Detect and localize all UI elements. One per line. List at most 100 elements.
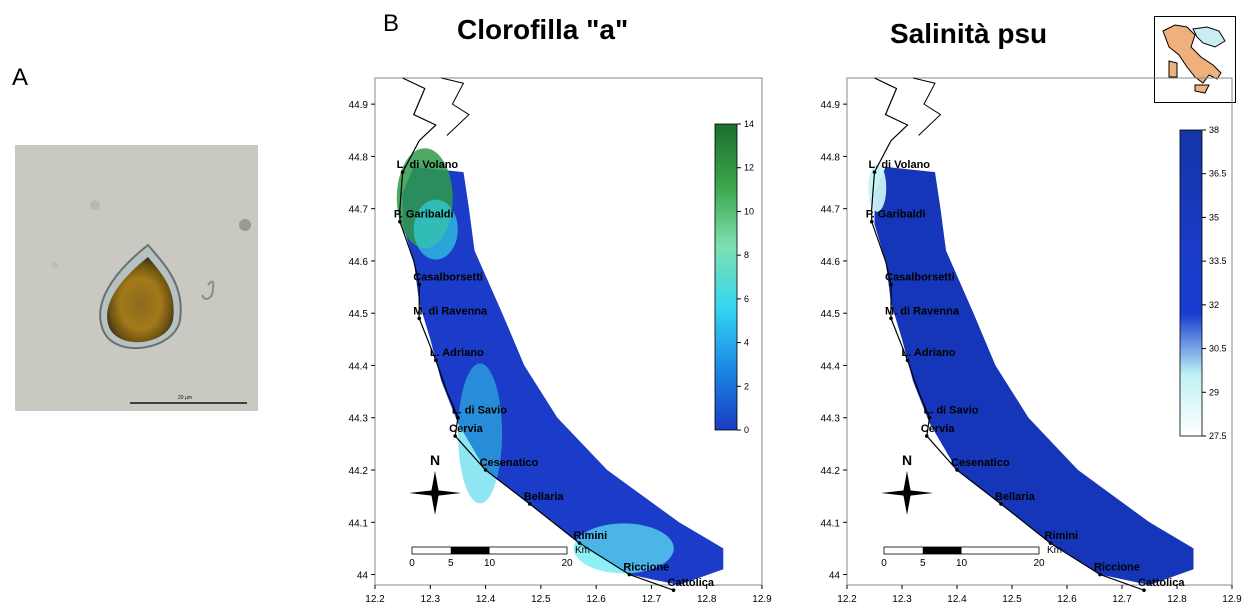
scale-tick-label: 10 [956, 558, 968, 569]
scale-bar-segment [450, 547, 490, 554]
x-tick-label: 12.7 [642, 594, 662, 605]
scale-tick-label: 0 [881, 558, 887, 569]
y-tick-label: 44.2 [349, 466, 369, 477]
place-label: Bellaria [524, 491, 565, 503]
place-label: L. Adriano [430, 347, 484, 359]
colorbar-tick-label: 32 [1209, 300, 1219, 310]
place-marker [927, 415, 932, 420]
x-tick-label: 12.6 [1057, 594, 1077, 605]
y-tick-label: 44 [357, 571, 369, 582]
place-label: Cesenatico [951, 457, 1010, 469]
x-tick-label: 12.5 [531, 594, 551, 605]
y-tick-label: 44.5 [821, 309, 841, 320]
colorbar-tick-label: 12 [744, 163, 754, 173]
place-marker [453, 434, 457, 438]
colorbar-tick-label: 4 [744, 338, 749, 348]
place-label: M. di Ravenna [413, 305, 488, 317]
place-marker [889, 316, 893, 321]
place-marker [398, 219, 402, 224]
chlorophyll-map: 12.2 12.3 12.4 12.5 12.6 12.7 12.8 12.94444.144… [349, 77, 772, 605]
scale-tick-label: 5 [448, 558, 454, 569]
y-tick-label: 44.3 [821, 414, 841, 425]
map-frame [846, 77, 1233, 586]
place-marker [924, 434, 929, 438]
x-tick-label: 12.9 [752, 594, 772, 605]
x-tick-label: 12.2 [837, 594, 857, 605]
dinoflagellate-micrograph: 20 µm [15, 145, 258, 411]
scale-tick-label: 20 [561, 558, 573, 569]
x-tick-label: 12.7 [1112, 594, 1132, 605]
y-tick-label: 44 [829, 571, 841, 582]
scale-unit-label: Km [575, 545, 590, 556]
sea-area [402, 166, 724, 585]
colorbar-tick-label: 0 [744, 425, 749, 435]
x-tick-label: 12.5 [1002, 594, 1022, 605]
y-tick-label: 44.8 [349, 152, 369, 163]
place-label: Rimini [574, 530, 608, 542]
x-tick-label: 12.3 [421, 594, 441, 605]
colorbar-tick-label: 14 [744, 119, 754, 129]
y-tick-label: 44.6 [349, 257, 369, 268]
colorbar-tick-label: 8 [744, 250, 749, 260]
place-label: Cattolica [668, 577, 715, 589]
scale-bar-segment [922, 547, 962, 554]
x-tick-label: 12.6 [586, 594, 606, 605]
place-marker [869, 219, 874, 224]
salinity-map: 12.2 12.3 12.4 12.5 12.6 12.7 12.8 12.9 44 44.1 44… [821, 77, 1242, 605]
place-label: P. Garibaldi [394, 209, 454, 221]
place-label: L. di Savio [452, 405, 507, 417]
y-tick-label: 44.9 [821, 100, 841, 111]
place-label: Cattolica [1138, 577, 1185, 589]
x-tick-label: 12.9 [1222, 594, 1242, 605]
y-tick-label: 44.5 [349, 309, 369, 320]
po-delta-coast [912, 77, 942, 136]
place-label: Cervia [921, 423, 956, 435]
y-tick-label: 44.8 [821, 152, 841, 163]
scale-tick-label: 0 [409, 558, 415, 569]
place-label: M. di Ravenna [885, 305, 960, 317]
colorbar-tick-label: 2 [744, 381, 749, 391]
colorbar-tick-label: 10 [744, 206, 754, 216]
y-tick-label: 44.1 [821, 518, 841, 529]
place-label: Casalborsetti [885, 271, 955, 283]
colorbar-tick-label: 38 [1209, 125, 1219, 135]
place-label: Riccione [1094, 562, 1140, 574]
place-marker [1098, 572, 1102, 577]
place-label: L. Adriano [902, 347, 956, 359]
y-tick-label: 44.2 [821, 466, 841, 477]
scale-tick-label: 5 [920, 558, 926, 569]
place-marker [1048, 541, 1053, 545]
salinity-map-title: Salinità psu [890, 18, 1048, 49]
colorbar-tick-label: 36.5 [1209, 169, 1227, 179]
colorbar-tick-label: 30.5 [1209, 344, 1227, 354]
place-marker [417, 316, 422, 321]
place-marker [872, 170, 877, 174]
scale-unit-label: Km [1047, 545, 1062, 556]
colorbar [714, 123, 738, 431]
place-marker [1142, 588, 1146, 593]
north-label: N [430, 452, 440, 468]
panel-a-letter: A [12, 64, 29, 91]
place-marker [671, 588, 676, 593]
place-label: Bellaria [995, 491, 1036, 503]
x-tick-label: 12.2 [365, 594, 385, 605]
italy-inset-map [1154, 16, 1236, 103]
po-delta-coast [441, 77, 470, 136]
micro-scale-label: 20 µm [178, 395, 192, 401]
place-marker [627, 572, 632, 577]
place-label: L. di Savio [924, 405, 979, 417]
y-tick-label: 44.7 [349, 205, 369, 216]
x-tick-label: 12.4 [947, 594, 967, 605]
panel-b-letter: B [383, 10, 400, 37]
place-marker [400, 170, 405, 174]
y-tick-label: 44.1 [349, 518, 369, 529]
x-tick-label: 12.3 [892, 594, 912, 605]
chlorophyll-plume-edge [413, 199, 458, 260]
place-marker [889, 282, 893, 287]
place-marker [905, 358, 910, 363]
colorbar-tick-label: 29 [1209, 387, 1219, 397]
place-marker [434, 358, 438, 363]
place-label: Rimini [1045, 530, 1079, 542]
scale-tick-label: 20 [1033, 558, 1045, 569]
place-marker [528, 502, 532, 506]
